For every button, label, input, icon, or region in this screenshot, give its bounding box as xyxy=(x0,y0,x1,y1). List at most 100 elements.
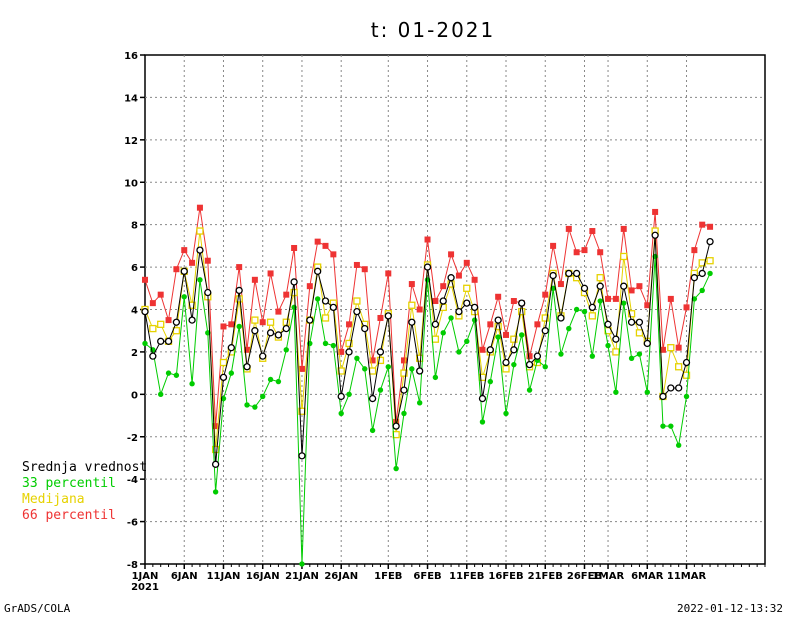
data-point xyxy=(431,320,440,328)
y-tick-label: 4 xyxy=(131,306,138,317)
y-tick-label: -2 xyxy=(127,433,138,444)
data-point xyxy=(141,307,149,316)
data-point xyxy=(275,378,282,385)
data-point xyxy=(290,278,298,286)
data-point xyxy=(683,304,690,311)
data-point xyxy=(368,394,377,403)
data-point xyxy=(251,327,259,335)
data-point xyxy=(173,372,180,378)
legend-item-66-percentil: 66 percentil xyxy=(22,508,116,523)
data-point xyxy=(463,284,471,292)
data-point xyxy=(244,346,251,353)
data-point xyxy=(636,351,643,357)
data-point xyxy=(212,423,219,430)
data-point xyxy=(706,257,714,265)
data-point xyxy=(627,310,636,318)
data-point xyxy=(698,269,706,278)
data-point xyxy=(219,358,228,367)
data-point xyxy=(337,367,345,375)
data-point xyxy=(502,365,510,373)
data-point xyxy=(251,316,259,324)
data-point xyxy=(393,465,399,472)
x-tick-label: 21JAN xyxy=(285,571,319,582)
data-point xyxy=(487,321,494,328)
data-point xyxy=(605,342,611,349)
data-point xyxy=(573,306,580,313)
data-point xyxy=(667,384,675,392)
data-point xyxy=(596,274,604,282)
data-point xyxy=(204,257,211,264)
data-point xyxy=(699,287,705,294)
data-point xyxy=(416,367,424,375)
data-point xyxy=(173,266,180,273)
data-point xyxy=(644,302,651,309)
data-point xyxy=(172,327,181,335)
data-point xyxy=(580,284,589,292)
data-point xyxy=(510,346,518,354)
data-point xyxy=(283,291,290,298)
data-point xyxy=(235,286,243,295)
data-point xyxy=(471,276,478,283)
data-point xyxy=(448,251,455,258)
data-point xyxy=(612,348,620,356)
data-point xyxy=(212,489,219,495)
data-point xyxy=(541,314,549,322)
data-point xyxy=(180,267,188,275)
data-point xyxy=(266,318,275,326)
data-point xyxy=(526,387,533,393)
data-point xyxy=(252,404,258,410)
data-point xyxy=(149,352,157,360)
data-point xyxy=(464,338,470,345)
data-point xyxy=(605,295,612,302)
data-point xyxy=(612,335,620,343)
y-tick-label: 0 xyxy=(131,390,138,401)
data-point xyxy=(408,318,416,326)
series-srednja-vrednost xyxy=(141,231,714,468)
data-point xyxy=(306,316,314,324)
legend-item-medijana: Medijana xyxy=(22,492,85,507)
data-point xyxy=(448,315,454,321)
x-tick-label: 6FEB xyxy=(413,571,441,582)
data-point xyxy=(455,272,462,279)
data-point xyxy=(707,270,713,277)
data-point xyxy=(219,373,228,382)
x-tick-label: 11JAN xyxy=(207,571,241,582)
data-point xyxy=(581,308,588,315)
data-point xyxy=(691,247,698,254)
x-tick-label: 1MAR xyxy=(592,571,625,582)
data-point xyxy=(668,423,674,429)
data-point xyxy=(486,346,494,354)
data-point xyxy=(589,353,596,359)
y-axis: -8 -6 -4 -2 0 2 4 6 8 10 12 14 16 xyxy=(124,51,145,571)
data-point xyxy=(338,410,344,417)
data-point xyxy=(306,283,313,290)
data-point xyxy=(189,259,196,266)
data-point xyxy=(157,391,164,398)
data-point xyxy=(188,301,196,309)
x-tick-label: 26FEB xyxy=(567,571,602,582)
data-point xyxy=(682,358,691,367)
data-point xyxy=(588,312,596,320)
data-point xyxy=(627,318,636,326)
x-tick-label: 21FEB xyxy=(528,571,563,582)
data-point xyxy=(463,299,471,307)
y-tick-label: 16 xyxy=(124,51,138,62)
data-point xyxy=(196,204,203,211)
data-point xyxy=(542,291,549,298)
y-tick-label: 2 xyxy=(131,348,138,359)
data-point xyxy=(172,318,181,326)
data-point xyxy=(345,339,353,348)
data-point xyxy=(243,363,251,371)
data-point xyxy=(494,316,502,324)
data-point xyxy=(651,231,659,239)
data-point xyxy=(635,329,644,337)
data-point xyxy=(447,274,455,282)
data-point xyxy=(542,364,548,370)
data-point xyxy=(478,394,487,403)
data-point xyxy=(377,314,384,321)
data-point xyxy=(667,295,674,302)
data-point xyxy=(330,342,337,349)
data-point xyxy=(620,225,627,232)
chart-title: t: 01-2021 xyxy=(371,18,496,42)
data-point xyxy=(416,306,423,313)
